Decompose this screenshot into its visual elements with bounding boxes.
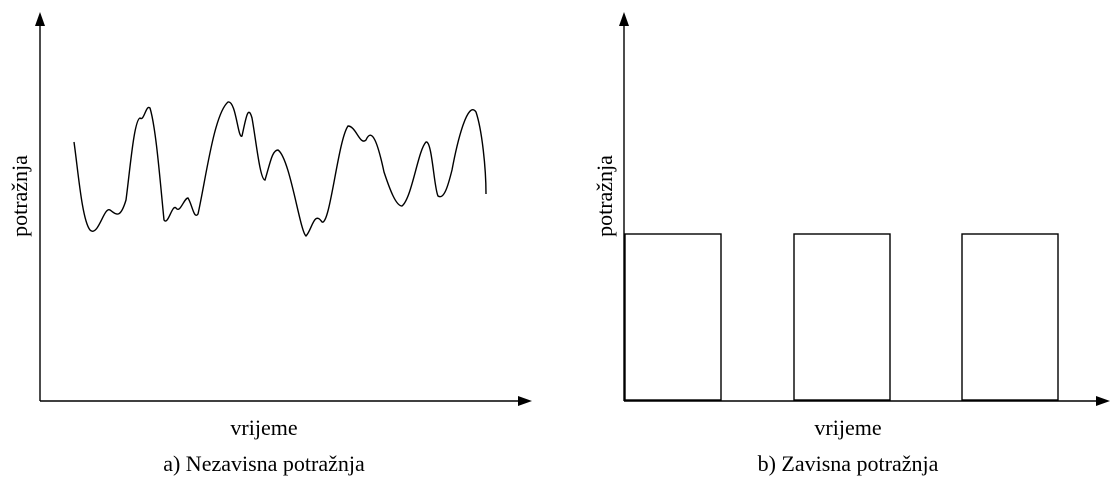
panel-b-x-arrow: [1096, 396, 1110, 406]
panel-a-y-label: potražnja: [7, 155, 32, 237]
panel-b-x-label: vrijeme: [814, 415, 881, 440]
panel-b-block-2: [793, 233, 891, 401]
panel-b-y-arrow: [619, 12, 629, 26]
panel-a-x-arrow: [518, 396, 532, 406]
panel-a-caption: a) Nezavisna potražnja: [163, 451, 365, 476]
panel-b-block-1: [624, 233, 722, 401]
panel-b: vrijeme b) Zavisna potražnja potražnja: [592, 12, 1110, 476]
panel-b-block-3: [961, 233, 1059, 401]
panel-a-y-arrow: [35, 12, 45, 26]
panel-b-caption: b) Zavisna potražnja: [758, 451, 939, 476]
panel-a-x-label: vrijeme: [230, 415, 297, 440]
panel-a-demand-curve: [73, 101, 487, 237]
panel-b-y-label: potražnja: [592, 155, 617, 237]
panel-a: vrijeme a) Nezavisna potražnja potražnja: [7, 12, 532, 476]
